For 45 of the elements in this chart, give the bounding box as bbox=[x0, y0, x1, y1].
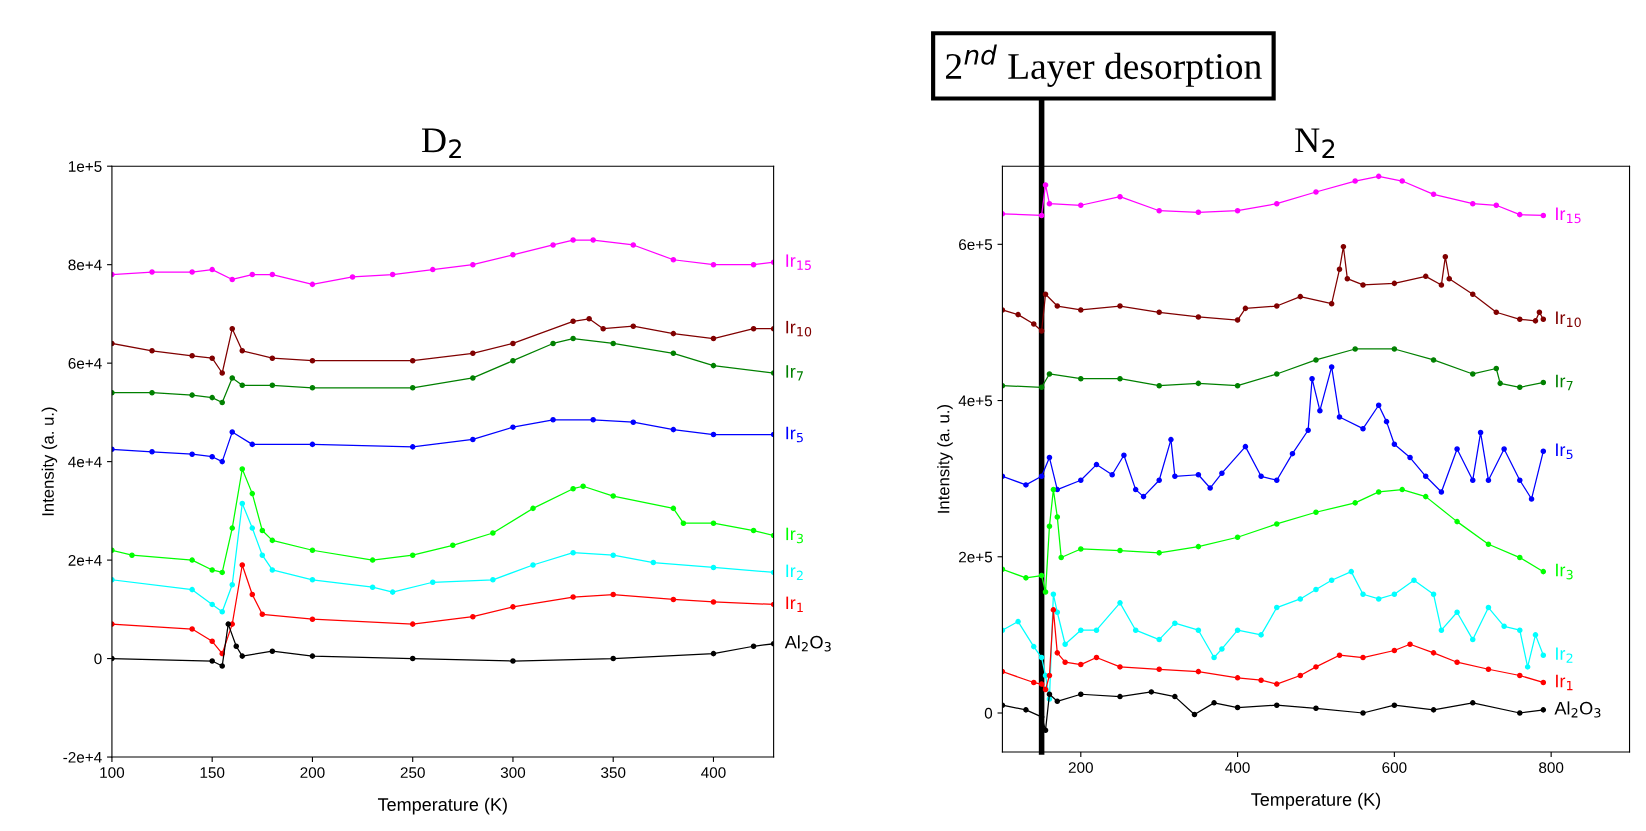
series-label: Ir$_{3}$ bbox=[1556, 563, 1573, 580]
y-tick-label: 1e+5 bbox=[68, 161, 102, 172]
y-tick-label: 6e+4 bbox=[68, 358, 102, 369]
y-tick-label: 8e+4 bbox=[68, 259, 102, 271]
chart-title: N$_{2}$ bbox=[1295, 128, 1335, 159]
series-label: Ir$_{10}$ bbox=[1556, 311, 1581, 328]
x-tick-label: 800 bbox=[1539, 762, 1564, 773]
y-tick-label: 6e+5 bbox=[959, 239, 993, 250]
y-tick-label: 2e+4 bbox=[68, 554, 102, 566]
series-label: Ir$_{2}$ bbox=[786, 564, 803, 580]
series-label: Ir$_{5}$ bbox=[786, 426, 803, 443]
y-tick-label: 2e+5 bbox=[959, 551, 993, 563]
x-tick-label: 300 bbox=[500, 767, 526, 778]
x-tick-label: 150 bbox=[200, 767, 225, 778]
y-tick-label: 0 bbox=[984, 707, 993, 719]
series-label: Al$_{2}$O$_{3}$ bbox=[1554, 701, 1601, 718]
y-tick-label: -2e+4 bbox=[63, 751, 102, 763]
series-label: Ir$_{2}$ bbox=[1556, 647, 1573, 663]
y-tick-label: 4e+4 bbox=[68, 456, 102, 468]
x-axis-title: Temperature (K) bbox=[377, 797, 507, 815]
chart-title: D$_{2}$ bbox=[421, 128, 461, 159]
x-tick-label: 400 bbox=[701, 767, 726, 778]
series-label: Ir$_{15}$ bbox=[786, 254, 811, 270]
series-label: Ir$_{7}$ bbox=[786, 365, 803, 381]
x-tick-label: 250 bbox=[400, 767, 425, 778]
y-axis-title: Intensity (a. u.) bbox=[937, 405, 953, 513]
x-tick-label: 600 bbox=[1382, 762, 1407, 773]
x-axis-title: Temperature (K) bbox=[1251, 792, 1381, 810]
x-tick-label: 200 bbox=[1068, 762, 1093, 773]
series-label: Ir$_{15}$ bbox=[1556, 207, 1581, 224]
y-tick-label: 0 bbox=[94, 653, 102, 665]
ref-line-label: 2$^{nd}$ Layer desorption bbox=[946, 44, 1262, 87]
series-label: Ir$_{7}$ bbox=[1556, 374, 1573, 391]
series-label: Ir$_{3}$ bbox=[786, 527, 803, 544]
series-label: Ir$_{5}$ bbox=[1556, 443, 1573, 460]
x-tick-label: 200 bbox=[300, 767, 325, 778]
y-axis-title: Intensity (a. u.) bbox=[41, 407, 58, 516]
series-label: Ir$_{1}$ bbox=[786, 596, 803, 612]
y-tick-label: 4e+5 bbox=[958, 395, 993, 407]
x-tick-label: 400 bbox=[1225, 762, 1250, 773]
x-tick-label: 100 bbox=[100, 767, 125, 778]
series-label: Ir$_{10}$ bbox=[786, 320, 812, 337]
x-tick-label: 350 bbox=[601, 767, 626, 778]
series-label: Ir$_{1}$ bbox=[1556, 674, 1573, 691]
series-label: Al$_{2}$O$_{3}$ bbox=[784, 635, 831, 652]
